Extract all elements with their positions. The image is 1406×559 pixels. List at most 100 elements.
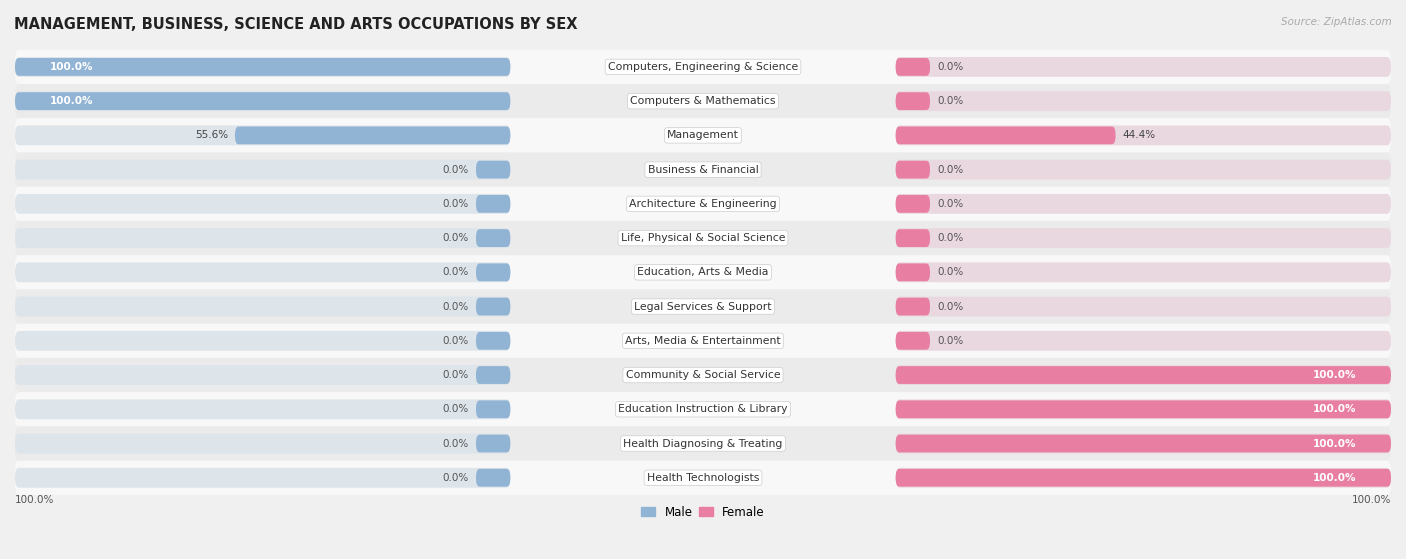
Text: 0.0%: 0.0% bbox=[936, 336, 963, 346]
Text: 100.0%: 100.0% bbox=[49, 62, 93, 72]
FancyBboxPatch shape bbox=[15, 324, 1391, 358]
FancyBboxPatch shape bbox=[896, 400, 1391, 418]
FancyBboxPatch shape bbox=[15, 84, 1391, 119]
FancyBboxPatch shape bbox=[896, 194, 1391, 214]
FancyBboxPatch shape bbox=[896, 332, 929, 350]
FancyBboxPatch shape bbox=[15, 194, 510, 214]
Text: Computers, Engineering & Science: Computers, Engineering & Science bbox=[607, 62, 799, 72]
FancyBboxPatch shape bbox=[15, 91, 510, 111]
Text: 0.0%: 0.0% bbox=[443, 164, 470, 174]
FancyBboxPatch shape bbox=[477, 195, 510, 213]
FancyBboxPatch shape bbox=[477, 469, 510, 487]
FancyBboxPatch shape bbox=[477, 400, 510, 418]
FancyBboxPatch shape bbox=[15, 290, 1391, 324]
FancyBboxPatch shape bbox=[15, 221, 1391, 255]
FancyBboxPatch shape bbox=[477, 229, 510, 247]
FancyBboxPatch shape bbox=[477, 332, 510, 350]
FancyBboxPatch shape bbox=[15, 331, 510, 350]
Text: Architecture & Engineering: Architecture & Engineering bbox=[630, 199, 776, 209]
FancyBboxPatch shape bbox=[15, 358, 1391, 392]
FancyBboxPatch shape bbox=[15, 399, 510, 419]
FancyBboxPatch shape bbox=[15, 434, 510, 453]
Text: 0.0%: 0.0% bbox=[936, 62, 963, 72]
FancyBboxPatch shape bbox=[15, 119, 1391, 153]
FancyBboxPatch shape bbox=[896, 125, 1391, 145]
Text: 0.0%: 0.0% bbox=[443, 336, 470, 346]
FancyBboxPatch shape bbox=[477, 161, 510, 178]
FancyBboxPatch shape bbox=[477, 366, 510, 384]
FancyBboxPatch shape bbox=[15, 297, 510, 316]
Text: 100.0%: 100.0% bbox=[49, 96, 93, 106]
Text: Computers & Mathematics: Computers & Mathematics bbox=[630, 96, 776, 106]
FancyBboxPatch shape bbox=[477, 298, 510, 315]
Text: Community & Social Service: Community & Social Service bbox=[626, 370, 780, 380]
FancyBboxPatch shape bbox=[15, 160, 510, 179]
Text: 0.0%: 0.0% bbox=[936, 267, 963, 277]
Text: 100.0%: 100.0% bbox=[1313, 404, 1357, 414]
FancyBboxPatch shape bbox=[896, 469, 1391, 487]
FancyBboxPatch shape bbox=[896, 399, 1391, 419]
Text: 0.0%: 0.0% bbox=[936, 96, 963, 106]
FancyBboxPatch shape bbox=[477, 434, 510, 452]
FancyBboxPatch shape bbox=[15, 125, 510, 145]
FancyBboxPatch shape bbox=[15, 153, 1391, 187]
FancyBboxPatch shape bbox=[896, 298, 929, 315]
FancyBboxPatch shape bbox=[15, 57, 510, 77]
FancyBboxPatch shape bbox=[15, 92, 510, 110]
FancyBboxPatch shape bbox=[896, 91, 1391, 111]
Text: 0.0%: 0.0% bbox=[443, 199, 470, 209]
FancyBboxPatch shape bbox=[896, 331, 1391, 350]
Text: 0.0%: 0.0% bbox=[936, 233, 963, 243]
Text: 0.0%: 0.0% bbox=[443, 267, 470, 277]
Text: Source: ZipAtlas.com: Source: ZipAtlas.com bbox=[1281, 17, 1392, 27]
FancyBboxPatch shape bbox=[896, 126, 1115, 144]
Text: Education, Arts & Media: Education, Arts & Media bbox=[637, 267, 769, 277]
FancyBboxPatch shape bbox=[15, 58, 510, 76]
FancyBboxPatch shape bbox=[15, 427, 1391, 461]
Legend: Male, Female: Male, Female bbox=[637, 501, 769, 523]
FancyBboxPatch shape bbox=[15, 392, 1391, 427]
Text: 0.0%: 0.0% bbox=[443, 370, 470, 380]
FancyBboxPatch shape bbox=[896, 262, 1391, 282]
Text: 0.0%: 0.0% bbox=[936, 199, 963, 209]
FancyBboxPatch shape bbox=[15, 50, 1391, 84]
Text: 0.0%: 0.0% bbox=[443, 233, 470, 243]
Text: Health Diagnosing & Treating: Health Diagnosing & Treating bbox=[623, 438, 783, 448]
Text: 100.0%: 100.0% bbox=[1313, 473, 1357, 483]
FancyBboxPatch shape bbox=[15, 262, 510, 282]
FancyBboxPatch shape bbox=[896, 92, 929, 110]
Text: Life, Physical & Social Science: Life, Physical & Social Science bbox=[621, 233, 785, 243]
Text: 0.0%: 0.0% bbox=[936, 164, 963, 174]
Text: Legal Services & Support: Legal Services & Support bbox=[634, 301, 772, 311]
FancyBboxPatch shape bbox=[15, 461, 1391, 495]
FancyBboxPatch shape bbox=[15, 468, 510, 487]
FancyBboxPatch shape bbox=[896, 229, 929, 247]
FancyBboxPatch shape bbox=[896, 160, 1391, 179]
FancyBboxPatch shape bbox=[896, 228, 1391, 248]
FancyBboxPatch shape bbox=[896, 366, 1391, 384]
FancyBboxPatch shape bbox=[15, 255, 1391, 290]
Text: Health Technologists: Health Technologists bbox=[647, 473, 759, 483]
Text: 100.0%: 100.0% bbox=[1351, 495, 1391, 505]
Text: 100.0%: 100.0% bbox=[15, 495, 55, 505]
Text: Management: Management bbox=[666, 130, 740, 140]
FancyBboxPatch shape bbox=[896, 58, 929, 76]
Text: Arts, Media & Entertainment: Arts, Media & Entertainment bbox=[626, 336, 780, 346]
FancyBboxPatch shape bbox=[15, 228, 510, 248]
FancyBboxPatch shape bbox=[235, 126, 510, 144]
FancyBboxPatch shape bbox=[896, 161, 929, 178]
Text: 0.0%: 0.0% bbox=[443, 404, 470, 414]
FancyBboxPatch shape bbox=[15, 187, 1391, 221]
FancyBboxPatch shape bbox=[896, 57, 1391, 77]
Text: 0.0%: 0.0% bbox=[936, 301, 963, 311]
Text: 55.6%: 55.6% bbox=[195, 130, 228, 140]
FancyBboxPatch shape bbox=[896, 434, 1391, 452]
FancyBboxPatch shape bbox=[896, 365, 1391, 385]
Text: 0.0%: 0.0% bbox=[443, 473, 470, 483]
Text: MANAGEMENT, BUSINESS, SCIENCE AND ARTS OCCUPATIONS BY SEX: MANAGEMENT, BUSINESS, SCIENCE AND ARTS O… bbox=[14, 17, 578, 32]
FancyBboxPatch shape bbox=[15, 365, 510, 385]
Text: 44.4%: 44.4% bbox=[1122, 130, 1156, 140]
FancyBboxPatch shape bbox=[896, 468, 1391, 487]
FancyBboxPatch shape bbox=[477, 263, 510, 281]
Text: 0.0%: 0.0% bbox=[443, 438, 470, 448]
